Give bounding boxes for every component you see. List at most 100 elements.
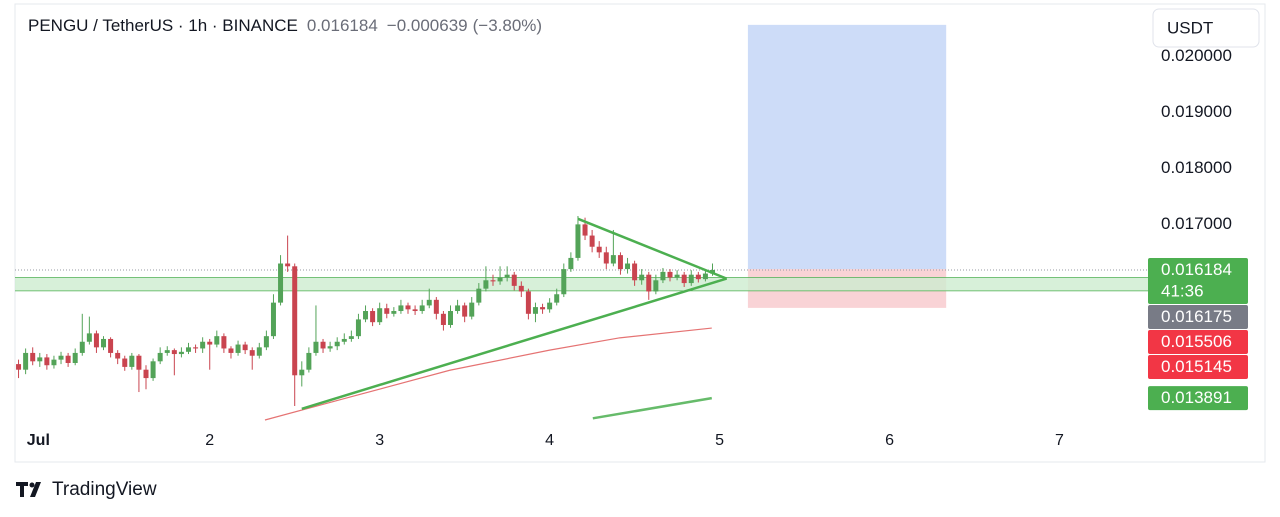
candle-body — [37, 357, 43, 362]
candle-body — [320, 341, 326, 349]
candle-body — [370, 311, 376, 323]
plot-area — [15, 24, 1148, 421]
candle-body — [511, 274, 517, 286]
candle-body — [270, 302, 276, 337]
candle-body — [377, 308, 383, 323]
candle-body — [93, 333, 99, 348]
candle-body — [547, 302, 553, 310]
candle-body — [405, 305, 411, 310]
trendline — [301, 277, 728, 411]
candle-body — [582, 224, 588, 236]
candle-body — [313, 341, 319, 353]
y-tick-label: 0.019000 — [1161, 102, 1232, 121]
candle-body — [263, 336, 269, 348]
candle-body — [497, 277, 503, 282]
candle-body — [504, 274, 510, 278]
candle-body — [327, 346, 333, 349]
price-tag — [1148, 257, 1248, 304]
price-tag-label: 0.013891 — [1161, 388, 1232, 407]
candle-body — [285, 263, 291, 267]
candle-body — [115, 352, 121, 359]
candle-body — [702, 273, 708, 280]
candle-body — [23, 352, 29, 370]
candle-body — [667, 271, 673, 278]
candle-body — [674, 274, 680, 278]
candle-body — [278, 263, 284, 303]
candle-body — [185, 347, 191, 352]
moving-average — [264, 327, 712, 421]
candle-body — [426, 299, 432, 306]
x-tick-label: 6 — [885, 432, 894, 449]
candle-body — [129, 355, 135, 367]
price-tag-label: 0.016184 — [1161, 260, 1232, 279]
trendline — [577, 217, 728, 280]
candle-body — [299, 369, 305, 376]
candle-body — [228, 348, 234, 353]
price-change: −0.000639 — [387, 16, 468, 35]
price-tag-label: 0.015506 — [1161, 332, 1232, 351]
candle-body — [660, 271, 666, 281]
candle-body — [58, 355, 64, 360]
candle-body — [384, 308, 390, 314]
chart-frame — [14, 3, 1266, 463]
candle-body — [164, 350, 170, 353]
candle-body — [589, 235, 595, 247]
currency-button[interactable] — [1152, 8, 1260, 48]
candle-body — [688, 274, 694, 284]
candle-body — [86, 333, 92, 342]
candle-body — [101, 338, 107, 348]
candle-body — [554, 294, 560, 303]
candle-body — [235, 344, 241, 353]
candle-body — [136, 355, 142, 370]
y-tick-label: 0.017000 — [1161, 214, 1232, 233]
candle-body — [455, 305, 461, 312]
price-tag — [1148, 386, 1248, 411]
candle-body — [79, 341, 85, 353]
price-tag-label: 0.016175 — [1161, 307, 1232, 326]
candle-body — [532, 307, 538, 314]
candle-body — [348, 336, 354, 339]
candle-body — [653, 280, 659, 292]
candle-body — [681, 274, 687, 284]
currency-label[interactable]: USDT — [1167, 18, 1213, 37]
candle-body — [391, 311, 397, 314]
candle-body — [16, 364, 22, 370]
candle-body — [242, 344, 248, 351]
price-tag-label: 0.015145 — [1161, 357, 1232, 376]
candle-body — [355, 319, 361, 337]
x-tick-label: Jul — [27, 432, 50, 449]
price-tag — [1148, 304, 1248, 329]
y-tick-label: 0.018000 — [1161, 158, 1232, 177]
symbol-title: PENGU / TetherUS · 1h · BINANCE — [28, 16, 298, 35]
header: PENGU / TetherUS · 1h · BINANCE 0.016184−… — [28, 16, 542, 35]
candle-body — [476, 288, 482, 303]
candle-body — [200, 341, 206, 349]
candle-body — [72, 352, 78, 363]
candle-body — [207, 341, 213, 345]
candle-body — [171, 350, 177, 355]
candle-body — [490, 280, 496, 282]
candle-body — [646, 274, 652, 292]
candle-body — [108, 338, 114, 353]
candle-body — [30, 352, 36, 362]
candle-body — [214, 336, 220, 345]
candle-body — [256, 347, 262, 356]
candle-body — [306, 352, 312, 370]
price-tag — [1148, 354, 1248, 379]
candle-body — [525, 291, 531, 314]
candle-body — [341, 338, 347, 342]
price-tag-countdown: 41:36 — [1161, 281, 1204, 300]
candle-body — [398, 305, 404, 312]
footer-brand: TradingView — [52, 479, 157, 500]
candle-body — [596, 246, 602, 253]
y-tick-label: 0.020000 — [1161, 46, 1232, 65]
candle-body — [632, 263, 638, 281]
candle-body — [51, 359, 57, 366]
candle-body — [617, 255, 623, 270]
candle-body — [178, 351, 184, 355]
candle-body — [157, 352, 163, 362]
candle-body — [540, 307, 546, 310]
candle-body — [249, 350, 255, 356]
candle-body — [122, 358, 128, 367]
